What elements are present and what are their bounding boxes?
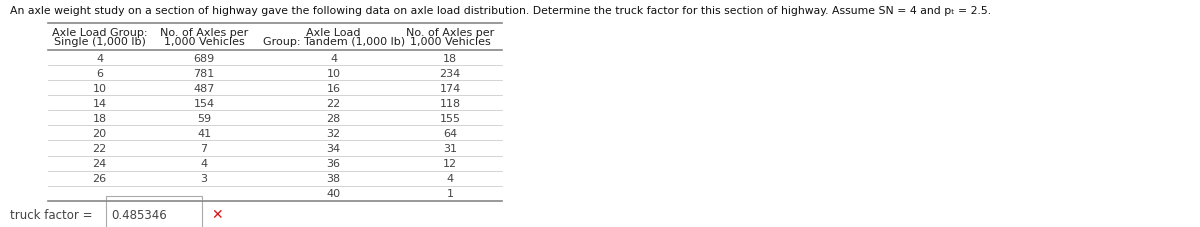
Text: 40: 40 bbox=[326, 188, 341, 198]
Text: 7: 7 bbox=[200, 143, 208, 153]
Text: 154: 154 bbox=[193, 98, 215, 108]
Text: 234: 234 bbox=[439, 68, 461, 78]
Text: 118: 118 bbox=[439, 98, 461, 108]
Text: 20: 20 bbox=[92, 128, 107, 138]
Text: 41: 41 bbox=[197, 128, 211, 138]
Text: Axle Load Group:: Axle Load Group: bbox=[52, 28, 148, 38]
Text: 4: 4 bbox=[200, 158, 208, 168]
Text: No. of Axles per: No. of Axles per bbox=[406, 28, 494, 38]
Text: ✕: ✕ bbox=[211, 207, 223, 222]
Text: 12: 12 bbox=[443, 158, 457, 168]
Text: 34: 34 bbox=[326, 143, 341, 153]
Text: 1: 1 bbox=[446, 188, 454, 198]
Text: An axle weight study on a section of highway gave the following data on axle loa: An axle weight study on a section of hig… bbox=[10, 6, 991, 16]
Text: 4: 4 bbox=[446, 173, 454, 183]
Text: 28: 28 bbox=[326, 114, 341, 123]
Text: 32: 32 bbox=[326, 128, 341, 138]
Text: 38: 38 bbox=[326, 173, 341, 183]
Text: 1,000 Vehicles: 1,000 Vehicles bbox=[409, 37, 491, 47]
Text: 10: 10 bbox=[326, 68, 341, 78]
Text: 487: 487 bbox=[193, 83, 215, 93]
Text: 155: 155 bbox=[439, 114, 461, 123]
Text: 36: 36 bbox=[326, 158, 341, 168]
Text: 59: 59 bbox=[197, 114, 211, 123]
Text: No. of Axles per: No. of Axles per bbox=[160, 28, 248, 38]
Text: 6: 6 bbox=[96, 68, 103, 78]
Text: 10: 10 bbox=[92, 83, 107, 93]
Text: 14: 14 bbox=[92, 98, 107, 108]
Text: 22: 22 bbox=[326, 98, 341, 108]
Text: truck factor =: truck factor = bbox=[10, 208, 96, 221]
Text: 18: 18 bbox=[92, 114, 107, 123]
Text: 0.485346: 0.485346 bbox=[112, 208, 167, 221]
Text: Single (1,000 lb): Single (1,000 lb) bbox=[54, 37, 145, 47]
Text: 16: 16 bbox=[326, 83, 341, 93]
Text: Axle Load: Axle Load bbox=[306, 28, 361, 38]
Text: 26: 26 bbox=[92, 173, 107, 183]
Text: 4: 4 bbox=[330, 53, 337, 63]
Text: 18: 18 bbox=[443, 53, 457, 63]
Text: 64: 64 bbox=[443, 128, 457, 138]
Text: 3: 3 bbox=[200, 173, 208, 183]
Text: 1,000 Vehicles: 1,000 Vehicles bbox=[163, 37, 245, 47]
Text: Group: Tandem (1,000 lb): Group: Tandem (1,000 lb) bbox=[263, 37, 404, 47]
Text: 24: 24 bbox=[92, 158, 107, 168]
Text: 781: 781 bbox=[193, 68, 215, 78]
Text: 174: 174 bbox=[439, 83, 461, 93]
Text: 31: 31 bbox=[443, 143, 457, 153]
Text: 4: 4 bbox=[96, 53, 103, 63]
Text: 22: 22 bbox=[92, 143, 107, 153]
Text: 689: 689 bbox=[193, 53, 215, 63]
